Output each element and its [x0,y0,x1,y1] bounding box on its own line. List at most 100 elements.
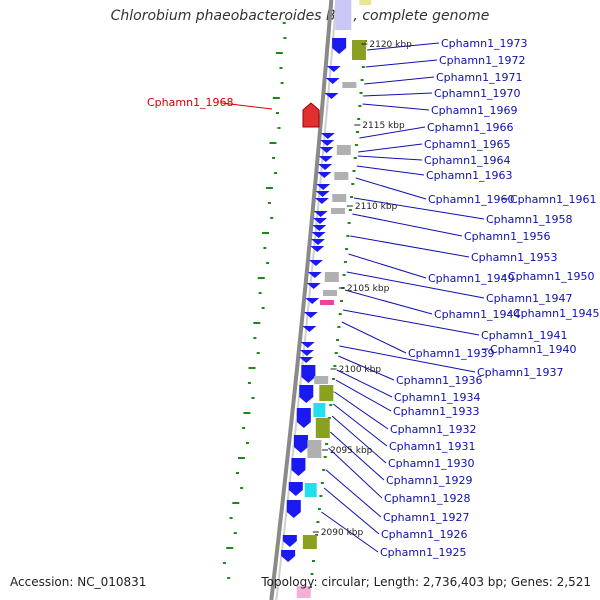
gc-tick [279,67,283,69]
ring-tick [347,222,351,224]
leader-line [348,253,427,279]
ring-tick [361,66,365,68]
ring-tick [320,482,324,484]
leader-line [356,165,425,176]
gc-tick [226,547,234,549]
reverse-gene-arrow [312,218,327,224]
gc-tick [258,292,262,294]
ring-tick [350,196,354,198]
reverse-gene-arrow [306,283,321,289]
ring-tick [333,365,337,367]
reverse-gene-arrow [312,225,327,231]
gene-label: Cphamn1_1937 [477,366,564,379]
ring-tick [354,144,358,146]
ring-tick [316,521,320,523]
ring-tick [319,495,323,497]
gc-tick [265,187,273,189]
ring-tick [357,118,361,120]
kbp-label: 2115 kbp [362,121,405,131]
leader-line [362,103,430,111]
gene-label: Cphamn1_1930 [388,457,475,470]
gene-label: Cphamn1_1971 [436,71,523,84]
reverse-gene-arrow [310,246,325,252]
gene-label: Cphamn1_1972 [439,54,526,67]
grey-feature [342,82,357,88]
reverse-gene-arrow [316,184,331,190]
kbp-label: 2120 kbp [369,40,412,50]
gc-tick [272,157,276,159]
gc-tick [253,322,261,324]
olive-feature [351,40,366,60]
leader-line [332,403,388,447]
gene-label: Cphamn1_1960 [428,193,515,206]
leader-line [339,345,476,373]
ring-tick [343,261,347,263]
ring-tick [332,378,335,380]
gc-tick [261,307,265,309]
gene-label: Cphamn1_1973 [441,37,528,50]
kbp-label: 2110 kbp [355,202,398,212]
label-leader-lines [221,42,511,553]
reverse-gene-arrow [318,156,333,162]
gc-tick [283,37,287,39]
gc-tick [246,442,249,444]
leader-line [367,42,440,51]
gene-label: Cphamn1_1945 [513,307,600,320]
reverse-gene-block [288,482,303,496]
olive-feature [302,535,317,549]
olive-feature [319,385,334,401]
gene-label: Cphamn1_1929 [386,474,473,487]
leader-line [365,59,438,68]
gc-tick [256,352,260,354]
gc-tick [280,82,284,84]
leader-line [325,469,382,518]
leader-line [328,447,383,499]
gene-label: Cphamn1_1926 [381,528,468,541]
leader-line [364,76,435,85]
reverse-gene-block [299,385,314,403]
leader-line [334,391,389,430]
gene-label: Cphamn1_1936 [396,374,483,387]
leader-line [341,321,407,354]
leader-line [357,155,423,161]
ring-tick [340,300,343,302]
reverse-gene-arrow [311,232,326,238]
gene-labels: Cphamn1_1973 Cphamn1_1972 Cphamn1_1971 Cpha… [147,37,600,559]
reverse-gene-arrow [302,326,317,332]
ring-tick [359,92,363,94]
reverse-gene-arrow [320,133,335,139]
cyan-feature [304,483,317,497]
gc-tick [248,367,256,369]
grey-feature [314,376,329,384]
reverse-gene-arrow [307,272,322,278]
gene-label: Cphamn1_1956 [464,230,551,243]
reverse-gene-block [281,550,296,562]
reverse-gene-arrow [317,172,332,178]
gc-tick [229,517,233,519]
reverse-gene-arrow [326,66,341,72]
reverse-gene-arrow [315,191,330,197]
ring-tick [322,469,326,471]
gene-label: Cphamn1_1931 [389,440,476,453]
ring-tick [342,274,346,276]
kbp-label: 2095 kbp [330,446,373,456]
reverse-gene-arrow [314,198,329,204]
ring-tick [356,131,359,133]
gc-tick [243,412,251,414]
leader-line [331,415,387,464]
gene-label: Cphamn1_1933 [393,405,480,418]
gene-label: Cphamn1_1932 [390,423,477,436]
gene-label: Cphamn1_1941 [481,329,568,342]
topology-text: Topology: circular; Length: 2,736,403 bp… [261,575,591,589]
leader-line [352,213,463,237]
gc-tick [276,112,279,114]
gene-label: Cphamn1_1939 [408,347,495,360]
grey-feature [330,208,345,214]
gene-label: Cphamn1_1928 [384,492,471,505]
gc-tick [251,397,255,399]
gene-label: Cphamn1_1953 [471,251,558,264]
cyan-feature [313,403,326,417]
grey-feature [334,172,349,180]
gc-tick [233,532,237,534]
